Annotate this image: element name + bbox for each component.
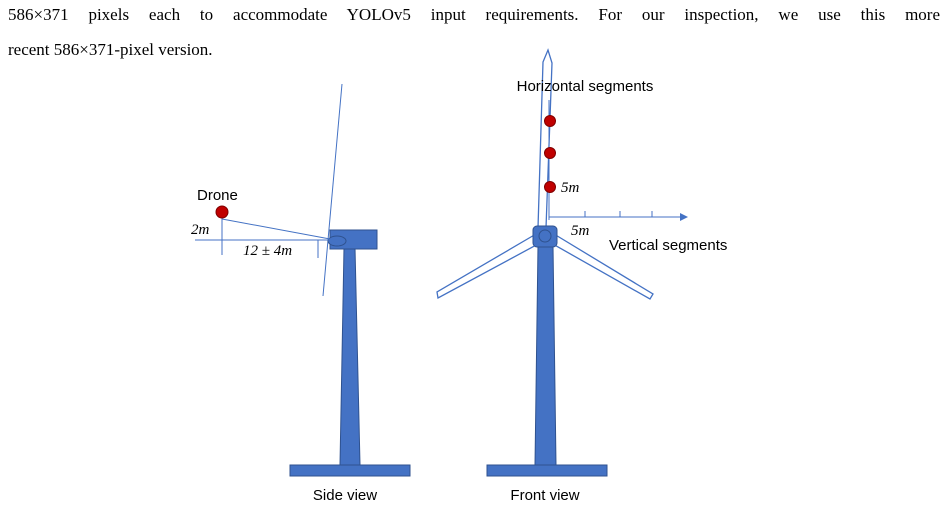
waypoint (544, 147, 556, 159)
hub-center (538, 229, 552, 243)
blade (436, 233, 541, 300)
base (289, 464, 411, 477)
tower (534, 245, 557, 466)
blade (537, 48, 553, 229)
side-view: Drone 2m 12 ± 4m Side view (191, 83, 411, 504)
drone (215, 205, 229, 219)
caption: Side view (313, 487, 377, 504)
front-view: Horizontal segments 5m 5m Vertical segme… (436, 48, 727, 504)
base (486, 464, 608, 477)
height-label: 2m (191, 222, 210, 238)
paragraph-line: recent 586×371-pixel version. (8, 40, 213, 59)
tower (339, 247, 361, 466)
axis-label: Horizontal segments (517, 78, 654, 95)
waypoint (544, 115, 556, 127)
sight-line (221, 218, 331, 240)
step-label: 5m (571, 223, 590, 239)
paragraph-line: 586×371 pixels each to accommodate YOLOv… (8, 5, 940, 24)
arrowhead (680, 213, 688, 221)
step-label: 5m (561, 180, 580, 196)
blade (322, 83, 343, 297)
drone-label: Drone (197, 187, 238, 204)
distance-label: 12 ± 4m (243, 243, 292, 259)
caption: Front view (510, 487, 579, 504)
waypoint (544, 181, 556, 193)
axis-label: Vertical segments (609, 237, 727, 254)
hub (327, 235, 347, 247)
